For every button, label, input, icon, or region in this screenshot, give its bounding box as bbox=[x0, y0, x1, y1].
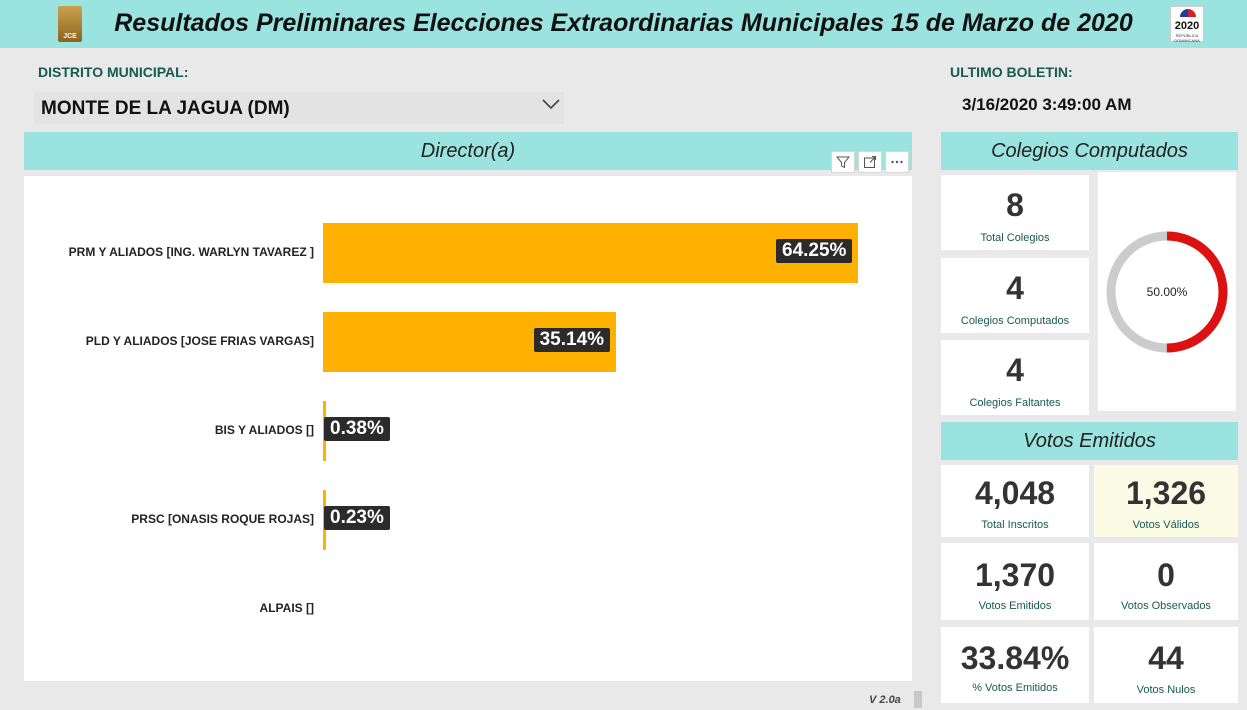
logo-year: 2020 bbox=[1174, 20, 1200, 32]
total-inscritos-value: 4,048 bbox=[974, 475, 1056, 511]
colegios-progress-donut: 50.00% bbox=[1098, 172, 1236, 411]
colegios-section-title: Colegios Computados bbox=[991, 140, 1188, 162]
total-colegios-card: 8 Total Colegios bbox=[941, 175, 1089, 250]
colegios-computados-card: 4 Colegios Computados bbox=[941, 258, 1089, 333]
votos-nulos-caption: Votos Nulos bbox=[1136, 684, 1196, 696]
category-label: ALPAIS [] bbox=[259, 601, 314, 615]
votos-emitidos-card: 1,370 Votos Emitidos bbox=[941, 543, 1089, 620]
more-options-icon bbox=[891, 160, 903, 164]
filter-button[interactable] bbox=[831, 151, 855, 173]
bar-data-label: 0.38% bbox=[324, 417, 390, 441]
colegios-faltantes-card: 4 Colegios Faltantes bbox=[941, 340, 1089, 415]
focus-mode-icon bbox=[864, 156, 876, 168]
elections-2020-logo: 2020 REPÚBLICA DOMINICANA bbox=[1170, 6, 1204, 43]
jce-logo: JCE bbox=[58, 6, 82, 42]
more-options-button[interactable] bbox=[885, 151, 909, 173]
focus-mode-button[interactable] bbox=[858, 151, 882, 173]
district-label: DISTRITO MUNICIPAL: bbox=[38, 64, 189, 80]
donut-chart: 50.00% bbox=[1106, 231, 1228, 353]
category-label: PRSC [ONASIS ROQUE ROJAS] bbox=[131, 512, 314, 526]
total-colegios-value: 8 bbox=[1006, 187, 1024, 223]
colegios-computados-value: 4 bbox=[1006, 270, 1024, 306]
flag-icon bbox=[1180, 9, 1196, 17]
donut-percent-label: 50.00% bbox=[1147, 285, 1188, 299]
logo-subtitle: REPÚBLICA DOMINICANA bbox=[1174, 33, 1200, 43]
district-selected-value: MONTE DE LA JAGUA (DM) bbox=[41, 98, 290, 119]
votos-validos-card: 1,326 Votos Válidos bbox=[1094, 465, 1238, 537]
category-label: PRM Y ALIADOS [ING. WARLYN TAVAREZ ] bbox=[68, 245, 314, 259]
bulletin-timestamp: 3/16/2020 3:49:00 AM bbox=[962, 95, 1132, 114]
result-bar[interactable] bbox=[323, 223, 858, 283]
votos-section-header: Votos Emitidos bbox=[941, 422, 1238, 460]
category-label: BIS Y ALIADOS [] bbox=[214, 423, 314, 437]
votos-validos-value: 1,326 bbox=[1125, 475, 1207, 511]
votos-nulos-value: 44 bbox=[1148, 640, 1184, 676]
total-colegios-caption: Total Colegios bbox=[980, 232, 1050, 244]
director-section-title: Director(a) bbox=[420, 140, 516, 162]
votos-observados-card: 0 Votos Observados bbox=[1094, 543, 1238, 620]
votos-section-title: Votos Emitidos bbox=[1023, 430, 1156, 452]
total-inscritos-card: 4,048 Total Inscritos bbox=[941, 465, 1089, 537]
porcentaje-votos-emitidos-card: 33.84% % Votos Emitidos bbox=[941, 627, 1089, 703]
bar-data-label: 64.25% bbox=[776, 239, 853, 263]
colegios-computados-caption: Colegios Computados bbox=[960, 315, 1070, 327]
votos-validos-caption: Votos Válidos bbox=[1132, 519, 1200, 531]
bar-data-label: 35.14% bbox=[533, 328, 611, 352]
donut-fill bbox=[1106, 231, 1228, 353]
porcentaje-votos-emitidos-value: 33.84% bbox=[960, 640, 1070, 676]
visual-toolbar bbox=[831, 151, 909, 173]
total-inscritos-caption: Total Inscritos bbox=[981, 519, 1049, 531]
page-title: Resultados Preliminares Elecciones Extra… bbox=[114, 9, 1133, 37]
colegios-faltantes-value: 4 bbox=[1006, 352, 1024, 388]
bulletin-label: ULTIMO BOLETIN: bbox=[950, 64, 1073, 80]
votos-emitidos-caption: Votos Emitidos bbox=[978, 600, 1052, 612]
porcentaje-votos-emitidos-caption: % Votos Emitidos bbox=[972, 682, 1058, 694]
filter-icon bbox=[836, 156, 850, 169]
director-section-header: Director(a) bbox=[24, 132, 912, 170]
version-label: V 2.0a bbox=[869, 694, 901, 706]
votos-emitidos-value: 1,370 bbox=[974, 557, 1056, 593]
colegios-faltantes-caption: Colegios Faltantes bbox=[969, 397, 1061, 409]
votos-observados-value: 0 bbox=[1157, 557, 1175, 593]
votos-observados-caption: Votos Observados bbox=[1121, 600, 1211, 612]
director-results-chart: PRM Y ALIADOS [ING. WARLYN TAVAREZ ] 64.2… bbox=[24, 176, 912, 681]
category-label: PLD Y ALIADOS [JOSE FRIAS VARGAS] bbox=[85, 334, 314, 348]
colegios-section-header: Colegios Computados bbox=[941, 132, 1238, 170]
jce-logo-text: JCE bbox=[63, 33, 77, 40]
votos-nulos-card: 44 Votos Nulos bbox=[1094, 627, 1238, 703]
title-bar: JCE Resultados Preliminares Elecciones E… bbox=[0, 0, 1247, 48]
chevron-down-icon[interactable] bbox=[541, 97, 561, 111]
district-dropdown[interactable]: MONTE DE LA JAGUA (DM) bbox=[34, 92, 564, 124]
scroll-handle[interactable] bbox=[914, 691, 922, 708]
bar-data-label: 0.23% bbox=[324, 506, 390, 530]
